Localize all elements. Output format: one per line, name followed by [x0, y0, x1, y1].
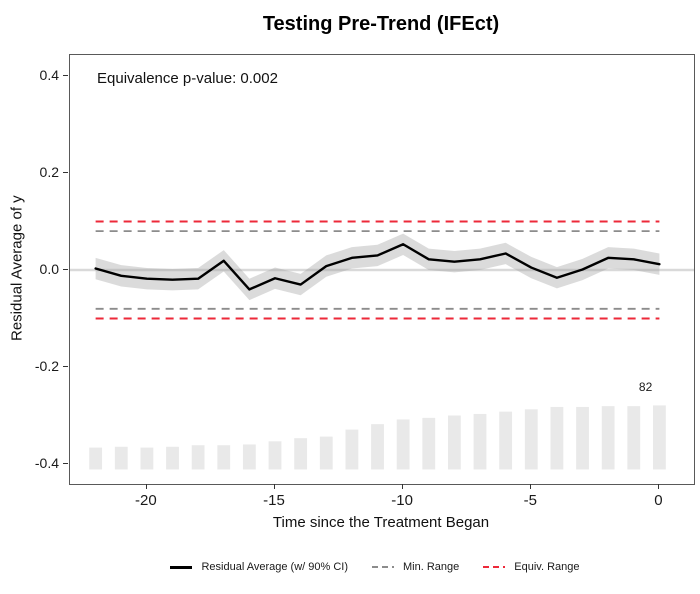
gray-dashed-line-swatch-icon	[372, 566, 395, 568]
x-tick-mark	[274, 484, 275, 489]
observation-count-bar	[550, 406, 564, 470]
x-tick-label: -15	[263, 492, 285, 509]
observation-count-bar	[294, 438, 308, 470]
legend-label: Equiv. Range	[514, 561, 580, 573]
observation-count-bar	[422, 417, 436, 470]
observation-count-bar	[345, 429, 359, 470]
y-tick-label: -0.2	[34, 358, 59, 375]
observation-count-bar	[319, 436, 333, 470]
x-tick-mark	[530, 484, 532, 489]
x-tick-mark	[658, 484, 660, 489]
chart-title: Testing Pre-Trend (IFEct)	[262, 13, 500, 35]
equivalence-pvalue-annotation: Equivalence p-value: 0.002	[97, 70, 278, 87]
observation-count-bar	[524, 409, 538, 470]
confidence-band	[95, 233, 660, 301]
red-dashed-line-swatch-icon	[483, 566, 506, 568]
legend: Residual Average (w/ 90% CI) Min. Range …	[44, 556, 700, 578]
y-tick-label: -0.4	[34, 455, 59, 472]
x-tick-label: 0	[654, 492, 663, 509]
observation-count-bar	[627, 406, 641, 470]
bar-count-label: 82	[638, 379, 653, 394]
y-tick-mark	[63, 171, 68, 173]
y-tick-label: 0.2	[39, 163, 59, 180]
legend-item-equiv-range: Equiv. Range	[483, 561, 580, 573]
residual-average-line	[94, 243, 661, 291]
plot-area	[70, 220, 694, 470]
observation-count-bar	[371, 424, 384, 470]
observation-count-bar	[140, 447, 154, 470]
y-tick-label: 0.0	[39, 260, 59, 277]
observation-count-bar	[217, 445, 231, 470]
y-tick-mark	[63, 463, 68, 465]
observation-count-bar	[396, 419, 410, 470]
x-tick-mark	[402, 484, 404, 489]
x-tick-label: -20	[135, 492, 157, 509]
observation-count-bar	[499, 411, 513, 470]
observation-count-bar	[601, 406, 615, 470]
observation-count-bar	[242, 444, 256, 470]
y-tick-label: 0.4	[39, 66, 59, 83]
plot-panel	[69, 54, 695, 485]
x-tick-label: -5	[523, 492, 537, 509]
observation-count-bar	[114, 446, 128, 470]
solid-line-swatch-icon	[170, 565, 193, 569]
y-tick-mark	[63, 268, 68, 270]
y-tick-mark	[63, 74, 68, 76]
observation-count-bar	[652, 405, 666, 470]
legend-item-min-range: Min. Range	[372, 561, 459, 573]
observation-count-bar	[166, 446, 179, 470]
y-tick-mark	[63, 366, 68, 368]
x-axis-title: Time since the Treatment Began	[272, 514, 490, 531]
legend-label: Residual Average (w/ 90% CI)	[201, 561, 349, 573]
observation-count-bar	[268, 441, 282, 470]
observation-count-bar	[576, 406, 589, 470]
observation-count-bar	[89, 447, 103, 470]
observation-count-bar	[473, 413, 487, 470]
observation-count-bar	[447, 415, 461, 470]
x-tick-label: -10	[391, 492, 413, 509]
legend-item-residual-average: Residual Average (w/ 90% CI)	[170, 561, 348, 573]
legend-label: Min. Range	[403, 561, 460, 573]
x-tick-mark	[145, 484, 147, 489]
observation-count-bar	[191, 445, 205, 470]
